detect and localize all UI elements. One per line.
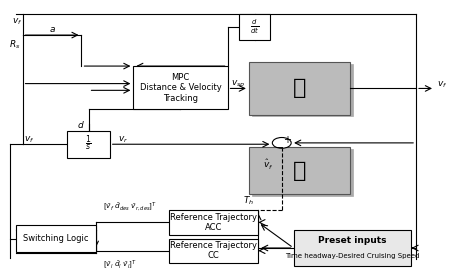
Text: $v_f$: $v_f$ [25,135,35,145]
Text: $\frac{d}{dt}$: $\frac{d}{dt}$ [250,18,259,36]
Text: MPC
Distance & Velocity
Tracking: MPC Distance & Velocity Tracking [139,73,221,102]
Bar [133,66,228,109]
Text: 🚙: 🚙 [293,78,306,98]
Text: $v_r$: $v_r$ [118,135,128,145]
Text: $T_h$: $T_h$ [243,195,255,207]
Bar [249,62,350,115]
Text: Reference Trajectory
CC: Reference Trajectory CC [170,241,257,260]
Bar [293,230,411,266]
Bar [169,210,258,235]
Text: $\frac{1}{s}$: $\frac{1}{s}$ [85,134,92,154]
Bar [252,64,354,116]
Bar [249,147,350,194]
Bar [169,239,258,263]
Bar [67,131,110,158]
Text: $R_s$: $R_s$ [9,38,20,51]
Text: $d$: $d$ [77,119,84,130]
Text: Switching Logic: Switching Logic [23,234,88,243]
Text: $v_f$: $v_f$ [12,16,22,27]
Text: $[\bar{v}_f\ \bar{d}_{des}\ \bar{v}_{r,des}]^T$: $[\bar{v}_f\ \bar{d}_{des}\ \bar{v}_{r,d… [103,200,157,213]
Bar [16,225,96,252]
Text: $v_{sp}$: $v_{sp}$ [231,79,246,90]
Text: −: − [275,143,284,153]
Text: +: + [283,135,291,145]
Text: $[\bar{v}_l\ \bar{d}_l\ \bar{v}_l]^T$: $[\bar{v}_l\ \bar{d}_l\ \bar{v}_l]^T$ [103,259,137,271]
Text: Time headway-Desired Cruising Speed: Time headway-Desired Cruising Speed [285,253,419,259]
Bar [239,13,270,41]
Text: Preset inputs: Preset inputs [318,236,387,245]
Text: Reference Trajectory
ACC: Reference Trajectory ACC [170,213,257,232]
Text: $v_f$: $v_f$ [437,80,447,90]
Text: $\hat{v}_f$: $\hat{v}_f$ [264,157,274,172]
Bar [252,149,354,196]
Text: 🚙: 🚙 [293,161,306,181]
Text: $a$: $a$ [49,25,56,34]
Circle shape [273,138,291,148]
